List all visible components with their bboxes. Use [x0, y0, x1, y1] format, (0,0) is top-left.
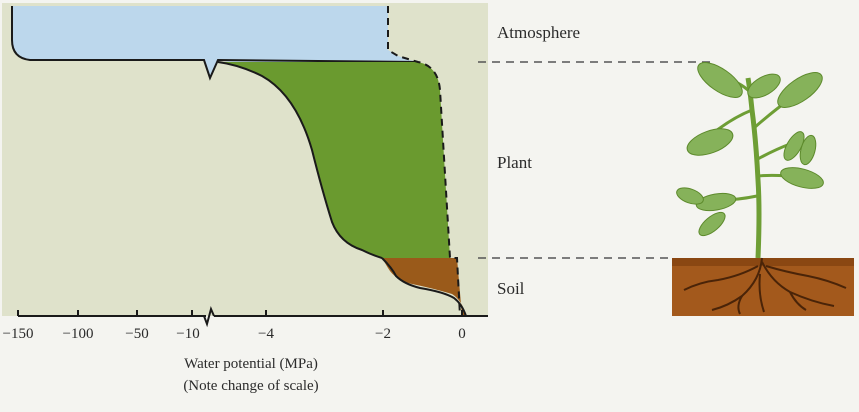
leaf: [698, 211, 726, 237]
leaf: [780, 167, 824, 189]
leaf: [695, 192, 737, 212]
leaf: [783, 131, 805, 161]
x-axis-ticks: [17, 310, 463, 316]
soil-region: [382, 258, 466, 316]
x-tick-label: −100: [63, 326, 94, 342]
leaf: [747, 73, 781, 99]
x-tick-label: −150: [3, 326, 34, 342]
x-tick-label: 0: [458, 326, 466, 342]
plant-stem: [745, 77, 762, 259]
plant-roots: [683, 257, 847, 315]
plant-label: Plant: [497, 153, 532, 172]
atmosphere-label: Atmosphere: [497, 23, 580, 42]
soil-curve: [381, 257, 467, 317]
x-tick-label: −10: [176, 326, 199, 342]
soil-label: Soil: [497, 279, 525, 298]
plant-region: [218, 62, 450, 258]
leaf: [686, 128, 734, 156]
leaf: [676, 187, 704, 205]
axis-break-mark: [203, 305, 215, 328]
x-tick-label: −50: [125, 326, 148, 342]
x-tick-label: −4: [258, 326, 274, 342]
x-axis-title: Water potential (MPa): [184, 356, 318, 372]
leaf: [777, 72, 823, 108]
soil-water-dashed-line: [387, 6, 461, 317]
plant-curve: [217, 61, 383, 259]
plant-leaves: [676, 62, 824, 237]
leaf: [799, 134, 817, 166]
x-axis-tick-labels: −150 −100 −50 −10 −4 −2 0: [3, 326, 466, 342]
x-tick-label: −2: [375, 326, 391, 342]
x-axis-subtitle: (Note change of scale): [183, 378, 318, 394]
leaf: [697, 62, 743, 98]
atmosphere-outline: [11, 6, 419, 81]
